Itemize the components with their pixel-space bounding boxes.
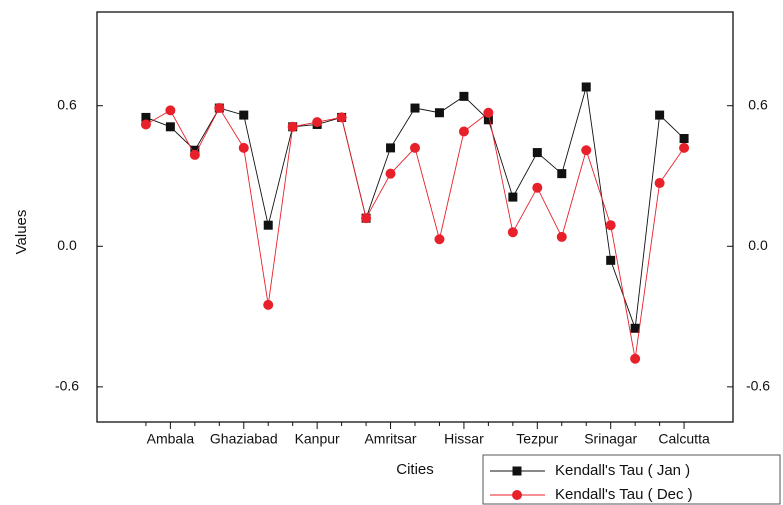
legend-marker [512,466,522,476]
data-point [581,82,591,92]
x-tick-label: Ghaziabad [210,431,278,447]
data-point [679,134,689,144]
x-tick-label: Calcutta [658,431,710,447]
y-tick-label: 0.0 [57,237,77,253]
data-point [605,220,616,231]
legend-box [482,454,781,505]
data-point [483,107,494,118]
data-point [165,122,175,132]
data-point [458,126,469,137]
y2-tick-label: -0.6 [746,378,770,394]
legend-marker [512,490,522,500]
data-point [532,148,542,158]
x-tick-label: Srinagar [584,431,637,447]
data-point [189,149,200,160]
data-point [239,110,249,120]
x-tick-label: Hissar [444,431,484,447]
data-point [361,213,372,224]
data-point [630,353,641,364]
data-point [606,255,616,265]
data-point [532,182,543,193]
x-tick-label: Tezpur [516,431,558,447]
data-point [140,119,151,130]
data-point [214,103,225,114]
data-point [679,142,690,153]
y-tick-label: 0.6 [57,96,77,112]
data-point [581,145,592,156]
data-point [556,231,567,242]
data-point [655,110,665,120]
data-point [312,117,323,128]
y2-tick-label: 0.0 [748,237,768,253]
data-point [507,227,518,238]
data-point [410,142,420,153]
x-tick-label: Amritsar [364,431,416,447]
data-point [141,112,151,122]
data-point [434,108,444,118]
data-point [508,192,518,202]
data-point [263,220,273,230]
series-line [145,86,685,329]
data-point [654,178,665,189]
data-point [434,234,445,245]
y2-tick-label: 0.6 [748,96,768,112]
data-point [630,323,640,333]
data-point [459,91,469,101]
data-point [165,105,176,116]
data-point [483,115,493,125]
x-tick-label: Ambala [147,431,195,447]
data-point [386,143,396,153]
y-axis-title: Values [13,210,30,255]
data-point [287,121,298,132]
data-point [410,103,420,113]
y-tick-label: -0.6 [55,378,79,394]
data-point [557,169,567,179]
data-point [336,112,347,123]
data-point [385,168,396,179]
legend-label: Kendall's Tau ( Dec ) [555,486,693,503]
legend-label: Kendall's Tau ( Jan ) [555,462,690,479]
x-tick-label: Kanpur [295,431,340,447]
data-point [263,299,274,310]
x-axis-title: Cities [396,461,434,478]
data-point [238,142,249,153]
